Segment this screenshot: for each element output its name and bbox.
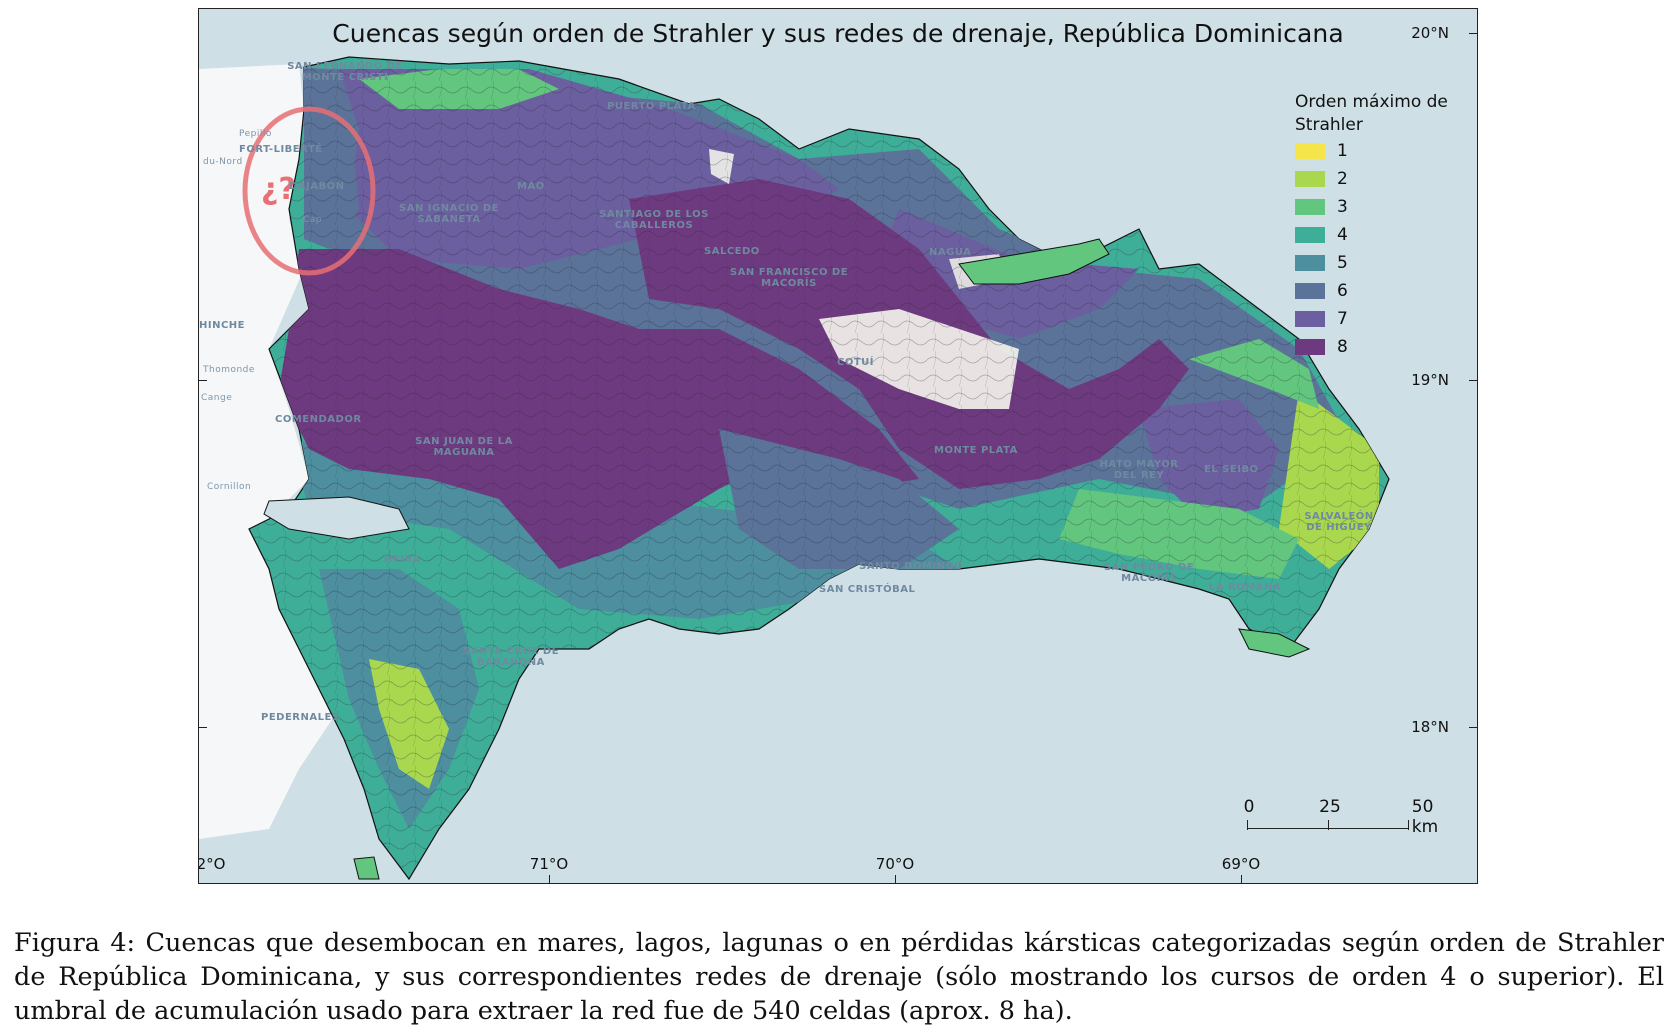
annotation-question-mark: ¿?	[261, 172, 296, 207]
legend-title: Orden máximo de Strahler	[1295, 92, 1448, 135]
legend-item: 1	[1295, 137, 1465, 165]
legend-swatch	[1295, 283, 1325, 299]
place-label: FORT-LIBERTÉ	[239, 144, 323, 155]
legend: Orden máximo de Strahler 1 2 3 4 5 6 7 8	[1295, 91, 1465, 361]
legend-label: 8	[1337, 337, 1348, 357]
legend-item: 7	[1295, 305, 1465, 333]
legend-swatch	[1295, 255, 1325, 271]
scale-tick	[1408, 820, 1410, 830]
legend-items: 1 2 3 4 5 6 7 8	[1295, 137, 1465, 361]
legend-swatch	[1295, 199, 1325, 215]
latitude-label: 19°N	[1411, 371, 1449, 389]
legend-swatch	[1295, 143, 1325, 159]
longitude-tick	[1241, 875, 1243, 883]
latitude-tick	[1469, 380, 1477, 382]
place-label: HATO MAYOR DEL REY	[1099, 459, 1179, 481]
latitude-label: 18°N	[1411, 718, 1449, 736]
legend-item: 4	[1295, 221, 1465, 249]
scale-label: 25	[1319, 797, 1341, 817]
place-label: HINCHE	[199, 320, 245, 331]
scale-label: 50 km	[1411, 797, 1439, 837]
place-label: du-Nord	[203, 157, 243, 167]
place-label: PEDERNALES	[261, 712, 340, 723]
place-label: PUERTO PLATA	[607, 101, 696, 112]
longitude-label: 2°O	[198, 855, 226, 873]
place-label: COMENDADOR	[275, 414, 362, 425]
scale-tick	[1247, 820, 1249, 830]
place-label: Cange	[201, 393, 233, 403]
place-label: NAGUA	[929, 247, 972, 258]
legend-label: 2	[1337, 169, 1348, 189]
legend-item: 2	[1295, 165, 1465, 193]
legend-swatch	[1295, 339, 1325, 355]
longitude-label: 70°O	[875, 855, 915, 873]
place-label: SAN IGNACIO DE SABANETA	[399, 203, 500, 225]
scale-label: 0	[1243, 797, 1255, 817]
legend-label: 3	[1337, 197, 1348, 217]
scale-bar: 0 25 50 km	[1243, 797, 1439, 837]
legend-item: 6	[1295, 277, 1465, 305]
map-frame: ¿? Cuencas según orden de Strahler y sus…	[198, 8, 1478, 884]
map-title: Cuencas según orden de Strahler y sus re…	[332, 19, 1344, 48]
place-label: SAN JUAN DE LA MAGUANA	[415, 436, 513, 458]
latitude-tick-left	[199, 380, 207, 382]
legend-item: 5	[1295, 249, 1465, 277]
longitude-tick	[895, 875, 897, 883]
place-label: LA ROMANA	[1209, 582, 1282, 593]
legend-item: 8	[1295, 333, 1465, 361]
isla-beata	[353, 856, 380, 880]
longitude-tick	[549, 875, 551, 883]
samana-peninsula	[958, 238, 1110, 285]
legend-label: 7	[1337, 309, 1348, 329]
figure-caption: Figura 4: Cuencas que desembocan en mare…	[14, 928, 1664, 1026]
longitude-label: 71°O	[529, 855, 569, 873]
place-label: DAJABÓN	[289, 181, 345, 192]
legend-label: 1	[1337, 141, 1348, 161]
place-label: NEIBA	[384, 554, 421, 565]
place-label: EL SEIBO	[1204, 464, 1259, 475]
place-label: Cap	[303, 215, 323, 225]
place-label: SAN CRISTÓBAL	[819, 584, 916, 595]
annotation-circle	[242, 106, 376, 276]
place-label: SAN PEDRO DE MACORÍS	[1103, 562, 1195, 584]
legend-swatch	[1295, 311, 1325, 327]
latitude-label: 20°N	[1411, 24, 1449, 42]
place-label: COTUÍ	[837, 357, 875, 368]
place-label: SANTIAGO DE LOS CABALLEROS	[599, 209, 709, 231]
place-label: SALVALEÓN DE HIGÜEY	[1304, 511, 1374, 533]
legend-label: 4	[1337, 225, 1348, 245]
isla-saona	[1238, 628, 1311, 658]
legend-label: 6	[1337, 281, 1348, 301]
legend-swatch	[1295, 227, 1325, 243]
latitude-tick	[1469, 727, 1477, 729]
place-label: SAN FERNANDO DE MONTE CRISTI	[287, 61, 403, 83]
basin-map	[199, 56, 1390, 881]
latitude-tick-left	[199, 727, 207, 729]
lake-enriquillo	[263, 496, 410, 540]
place-label: MAO	[517, 181, 545, 192]
place-label: SAN FRANCISCO DE MACORÍS	[729, 267, 849, 289]
legend-item: 3	[1295, 193, 1465, 221]
place-label: Cornillon	[207, 482, 252, 492]
latitude-tick	[1469, 33, 1477, 35]
place-label: Thomonde	[203, 365, 255, 375]
legend-label: 5	[1337, 253, 1348, 273]
longitude-label: 69°O	[1221, 855, 1261, 873]
legend-swatch	[1295, 171, 1325, 187]
place-label: SANTO DOMINGO	[859, 561, 964, 572]
place-label: Pepillo	[239, 129, 272, 139]
place-label: SANTA CRUZ DE BARAHONA	[462, 646, 560, 668]
place-label: SALCEDO	[704, 246, 760, 257]
place-label: MONTE PLATA	[934, 445, 1018, 456]
scale-tick	[1328, 820, 1330, 830]
